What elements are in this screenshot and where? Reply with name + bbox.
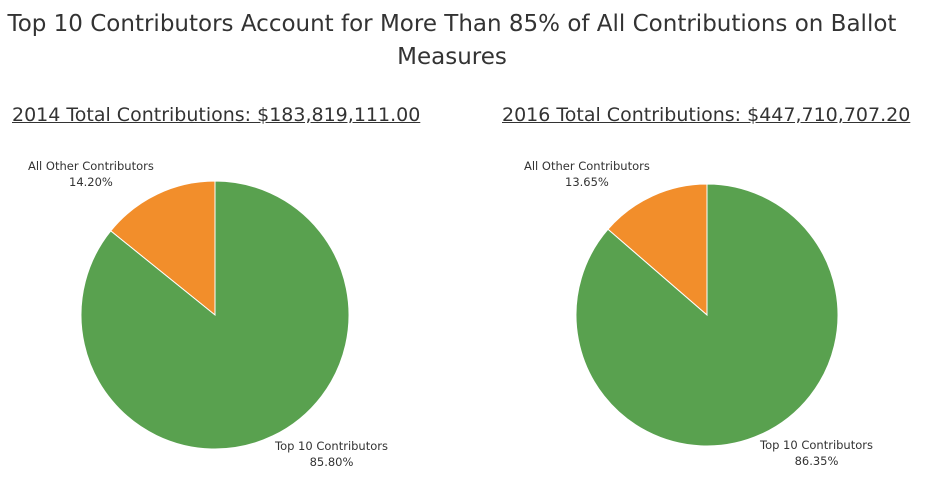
pie-label-top10-name-2014: Top 10 Contributors <box>275 439 388 453</box>
pie-label-top10-name-2016: Top 10 Contributors <box>760 438 873 452</box>
pie-label-other-pct-2014: 14.20% <box>69 175 113 189</box>
pie-label-other-2016: All Other Contributors 13.65% <box>524 158 650 190</box>
pie-panel-2014: 2014 Total Contributions: $183,819,111.0… <box>0 100 440 492</box>
pie-slice-top10-2014[interactable] <box>80 180 350 450</box>
pie-label-other-2014: All Other Contributors 14.20% <box>28 158 154 190</box>
pie-label-top10-pct-2014: 85.80% <box>309 455 354 469</box>
pie-panel-2016: 2016 Total Contributions: $447,710,707.2… <box>490 100 929 492</box>
chart-title-line1: Top 10 Contributors Account for More Tha… <box>7 11 897 37</box>
chart-title: Top 10 Contributors Account for More Tha… <box>0 8 904 74</box>
chart-title-line2: Measures <box>397 44 507 70</box>
pie-chart-2016 <box>575 183 839 447</box>
pie-label-other-name-2016: All Other Contributors <box>524 159 650 173</box>
pie-label-other-name-2014: All Other Contributors <box>28 159 154 173</box>
pie-label-top10-pct-2016: 86.35% <box>794 454 839 468</box>
pie-slice-top10-2016[interactable] <box>575 183 839 447</box>
pie-slice-other-2014[interactable] <box>109 180 216 317</box>
pie-label-other-pct-2016: 13.65% <box>565 175 609 189</box>
pie-chart-2014 <box>80 180 350 450</box>
pie-label-top10-2014: Top 10 Contributors 85.80% <box>275 438 388 470</box>
pie-title-2014: 2014 Total Contributions: $183,819,111.0… <box>12 104 421 126</box>
pie-title-2016: 2016 Total Contributions: $447,710,707.2… <box>502 104 911 126</box>
pie-slice-other-2016[interactable] <box>607 183 708 317</box>
pie-label-top10-2016: Top 10 Contributors 86.35% <box>760 437 873 469</box>
